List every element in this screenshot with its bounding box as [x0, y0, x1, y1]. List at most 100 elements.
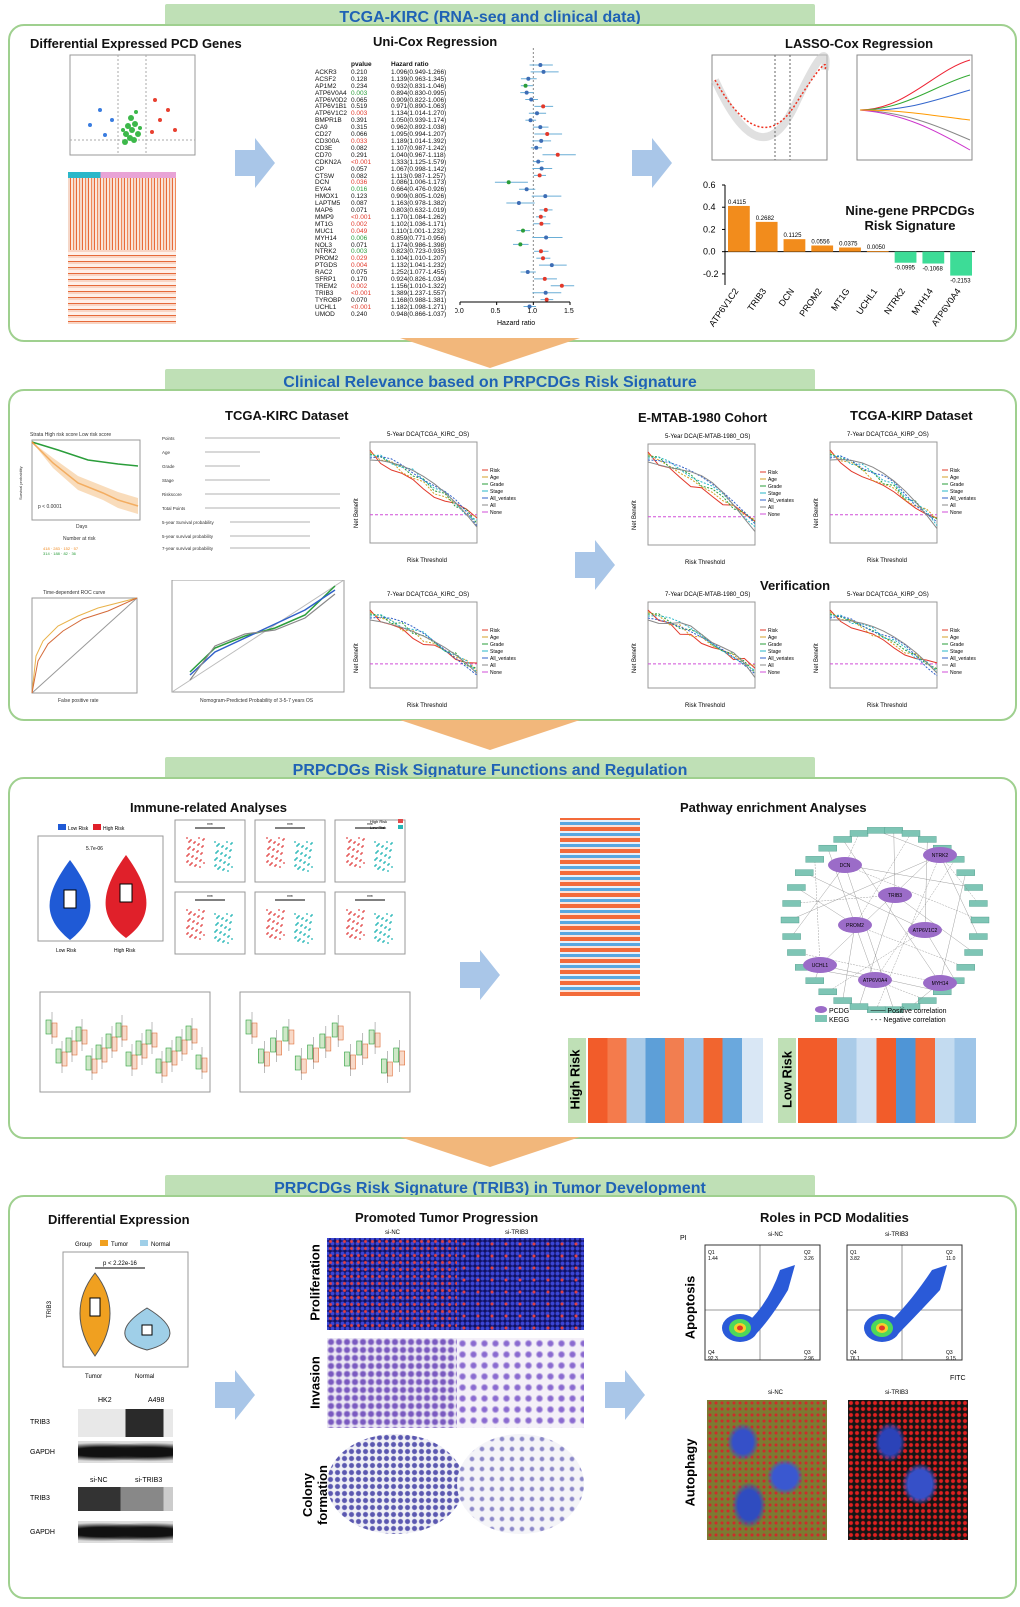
network-node-label: ATP6V1C2 [913, 928, 938, 934]
legend-kegg: KEGG [828, 1017, 850, 1024]
unicox-row: BMPR1B 0.391 1.050(0.939-1.174) [315, 117, 447, 125]
unicox-row: NOL3 0.071 1.174(0.986-1.398) [315, 241, 447, 249]
autophagy-sitrib3-image [848, 1400, 968, 1540]
unicox-row: MAP6 0.071 0.803(0.632-1.019) [315, 207, 447, 215]
dca-legend-item: Stage [768, 491, 781, 497]
km-survival-plot: Strata High risk score Low risk score p … [18, 432, 141, 556]
immune-function-boxplot [239, 991, 411, 1093]
unicox-row: PTGDS 0.004 1.132(1.041-1.232) [315, 262, 447, 270]
km-risk-table: Number at risk [63, 536, 96, 542]
lasso-title: LASSO-Cox Regression [785, 36, 934, 51]
dca-xlabel: Risk Threshold [867, 558, 907, 564]
dca-curve [829, 613, 938, 670]
forest-point [525, 270, 530, 274]
dca-legend-item: Age [950, 635, 959, 641]
volcano-plot [69, 54, 196, 156]
verification-title: Verification [760, 578, 831, 593]
immune-title: Immune-related Analyses [130, 800, 288, 815]
flow-quadrant-name: Q1 [850, 1250, 857, 1256]
bar-category-label: PROM2 [797, 286, 824, 318]
forest-point [544, 297, 549, 302]
progression-title: Promoted Tumor Progression [355, 1210, 539, 1225]
dca-legend-item: Age [950, 475, 959, 481]
trib3-legend-tumor: Tumor [111, 1242, 128, 1248]
network-node-label: ATP6V0A4 [863, 978, 888, 984]
immune-violin-plot: Low Risk High Risk 5.7e-06 Low Risk High… [37, 824, 164, 954]
svg-text:5-year Survival probability: 5-year Survival probability [162, 520, 215, 525]
flow-quadrant-value: 11.0 [946, 1256, 956, 1262]
forest-point [542, 276, 547, 281]
unicox-row: NTRK2 0.003 0.823(0.723-0.935) [315, 248, 447, 256]
dca-plot-kirc-5y: 5-Year DCA(TCGA_KIRC_OS) Risk Threshold Ne… [354, 432, 516, 564]
dca-legend-item: Age [768, 635, 777, 641]
legend-pcdg: PCDG [828, 1008, 850, 1015]
blot2-row-trib3: TRIB3 [30, 1495, 50, 1502]
diffexp-title: Differential Expression [48, 1212, 190, 1227]
pathway-title: Pathway enrichment Analyses [680, 800, 867, 815]
nomogram: Points Age Grade Stage Riskscore Total Point… [162, 436, 340, 551]
dca-title: 7-Year DCA(TCGA_KIRP_OS) [847, 432, 929, 438]
section-arrow-down [400, 720, 580, 750]
immune-legend-high: High Risk [370, 819, 387, 824]
signature-bar-chart: 0.6 0.4 0.2 0.0 -0.2 0.4115 ATP6V1C2 0.2682 TRIB… [703, 180, 975, 328]
dca-plot-emtab-5y: 5-Year DCA(E-MTAB-1980_OS) Risk Threshold… [632, 434, 794, 566]
prolif-sitrib3-image [457, 1238, 584, 1330]
dca-legend-item: All_veriates [950, 496, 976, 502]
blot1-row-gapdh: GAPDH [30, 1449, 55, 1456]
svg-text:5-year survival probability: 5-year survival probability [162, 534, 214, 539]
autophagy-sinc-image [707, 1400, 827, 1540]
roc-plot: Time-dependent ROC curve False positive … [31, 590, 138, 704]
network-node [803, 957, 837, 973]
forest-point [535, 111, 539, 116]
bar-ytick: 0.4 [703, 202, 716, 212]
colony-sitrib3-image [457, 1434, 584, 1534]
unicox-col-pvalue: pvalue [351, 61, 372, 68]
blot2-col-sinc: si-NC [90, 1477, 108, 1484]
violin-x-high: High Risk [114, 948, 136, 954]
dca-legend-item: Risk [768, 470, 778, 476]
dca-legend-item: Stage [950, 489, 963, 495]
unicox-row: CTSW 0.082 1.113(0.987-1.257) [315, 172, 446, 180]
forest-plot: 0.0 0.5 1.0 1.5 Hazard ratio [455, 48, 576, 327]
network-node-label: DCN [840, 863, 851, 869]
dca-curve [369, 611, 478, 672]
dca-curve [829, 614, 938, 672]
forest-point [543, 207, 548, 212]
dca-legend-item: All [768, 663, 774, 669]
forest-point [545, 132, 550, 136]
trib3-x-tumor: Tumor [85, 1374, 102, 1380]
bar-UCHL1 [866, 251, 889, 252]
bar-ytick: 0.2 [703, 224, 716, 234]
low-risk-label-bg [778, 1038, 796, 1123]
flow-arrow [460, 950, 500, 1000]
trib3-legend-group: Group [75, 1242, 92, 1248]
emtab-title: E-MTAB-1980 Cohort [638, 410, 768, 425]
bar-ATP6V0A4 [950, 251, 972, 276]
unicox-row: CDKN2A <0.001 1.333(1.125-1.579) [315, 158, 447, 166]
dca-legend-item: None [490, 510, 502, 516]
violin-p: 5.7e-06 [86, 846, 103, 852]
unicox-row: CA9 0.315 0.962(0.892-1.038) [315, 124, 447, 132]
flow-arrow [632, 138, 672, 188]
assay-col-sinc: si-NC [385, 1230, 400, 1236]
flow-quadrant-value: 3.26 [804, 1256, 814, 1262]
forest-point [524, 90, 529, 95]
dca-xlabel: Risk Threshold [407, 558, 447, 564]
bar-value-label: -0.0995 [895, 266, 916, 272]
dca-legend-item: Risk [950, 468, 960, 474]
forest-point [537, 173, 542, 178]
svg-text:***: *** [367, 823, 373, 829]
flow-xlabel: FITC [950, 1375, 966, 1382]
dca-legend-item: Grade [950, 482, 964, 488]
svg-text:***: *** [207, 823, 213, 829]
forest-tick: 1.5 [564, 308, 574, 315]
dca-legend-item: Grade [768, 642, 782, 648]
autophagy-col-sinc: si-NC [768, 1390, 783, 1396]
bar-category-label: TRIB3 [745, 286, 768, 313]
flow-arrow [215, 1370, 255, 1420]
unicox-row: UMOD 0.240 0.948(0.866-1.037) [315, 310, 447, 318]
unicox-row: LAPTM5 0.087 1.163(0.978-1.382) [315, 200, 447, 208]
dca-ylabel: Net Benefit [354, 643, 360, 673]
dca-legend-item: All [950, 663, 956, 669]
bar-value-label: 0.0556 [811, 239, 830, 245]
